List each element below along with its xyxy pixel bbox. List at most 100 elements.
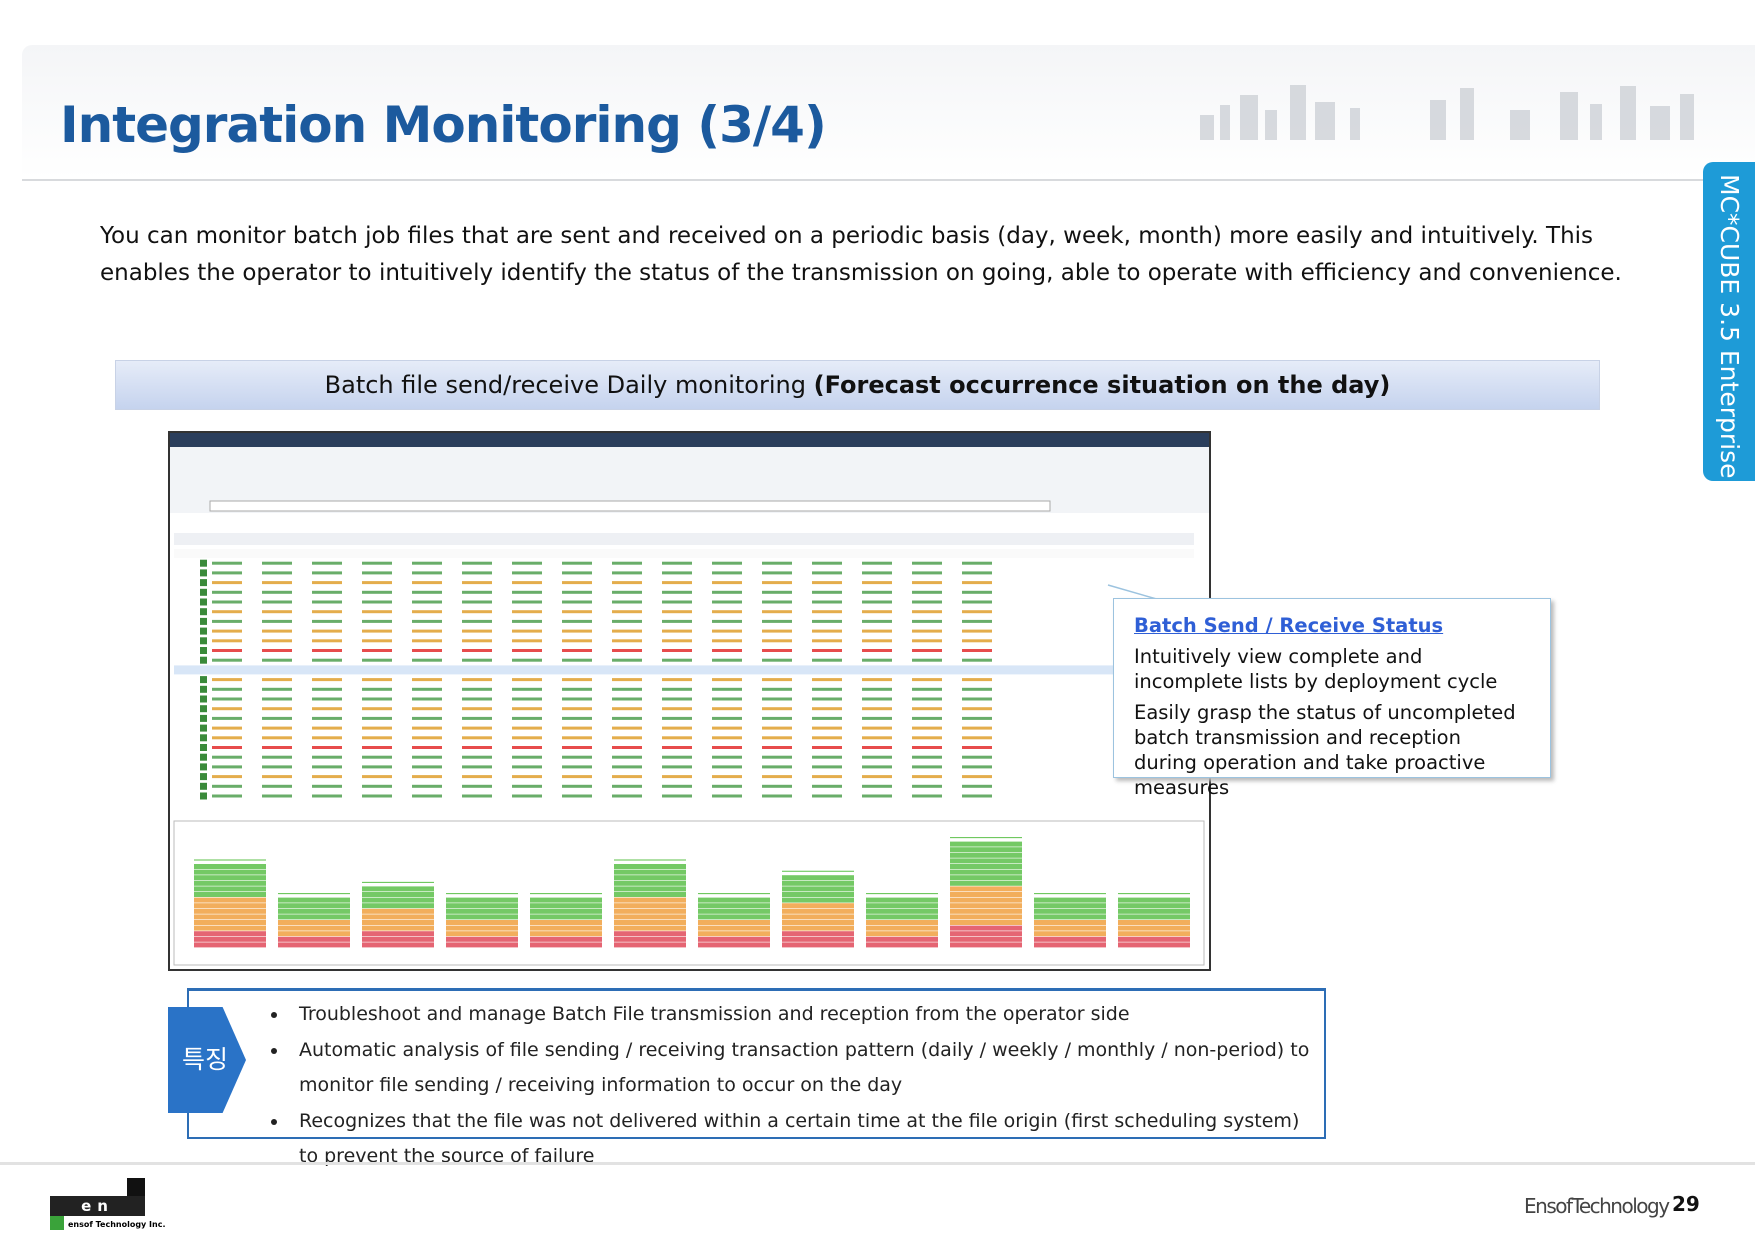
chart-band	[698, 914, 770, 920]
row-cell	[762, 736, 792, 740]
row-cell	[462, 619, 492, 623]
row-cell	[212, 571, 242, 575]
row-cell	[562, 600, 592, 604]
row-cell	[762, 571, 792, 575]
chart-band	[530, 908, 602, 914]
row-cell	[512, 649, 542, 652]
row-cell	[762, 716, 792, 720]
row-cell	[812, 561, 842, 565]
row-cell	[662, 755, 692, 759]
row-cell	[262, 736, 292, 740]
row-cell	[762, 561, 792, 565]
row-cell	[312, 775, 342, 779]
row-cell	[612, 629, 642, 633]
chart-band	[782, 880, 854, 886]
feature-item: Troubleshoot and manage Batch File trans…	[289, 997, 1324, 1033]
row-cell	[762, 581, 792, 585]
row-cell	[762, 658, 792, 662]
chart-band	[782, 886, 854, 892]
row-cell	[512, 784, 542, 788]
row-cell	[962, 639, 992, 643]
row-cell	[262, 784, 292, 788]
row-cell	[662, 629, 692, 633]
row-cell	[962, 649, 992, 652]
row-cell	[862, 649, 892, 652]
row-cell	[712, 678, 742, 682]
row-cell	[862, 716, 892, 720]
row-cell	[212, 600, 242, 604]
row-cell	[962, 590, 992, 594]
row-cell	[462, 590, 492, 594]
row-cell	[612, 765, 642, 769]
row-cell	[462, 746, 492, 749]
row-cell	[412, 571, 442, 575]
page-number: 29	[1672, 1192, 1700, 1216]
logo-square	[127, 1178, 145, 1196]
chart-band	[614, 875, 686, 881]
chart-band	[362, 931, 434, 937]
row-cell	[762, 784, 792, 788]
row-cell	[412, 765, 442, 769]
chart-band	[362, 925, 434, 931]
row-cell	[812, 590, 842, 594]
row-cell	[612, 658, 642, 662]
row-cell	[512, 561, 542, 565]
row-cell	[562, 658, 592, 662]
chart-band	[614, 886, 686, 892]
row-cell	[712, 755, 742, 759]
chart-band	[278, 931, 350, 937]
chart-band	[614, 880, 686, 886]
chart-band	[194, 892, 266, 897]
row-cell	[462, 794, 492, 798]
row-cell	[312, 755, 342, 759]
row-cell	[412, 736, 442, 740]
row-cell	[312, 639, 342, 643]
row-cell	[512, 765, 542, 769]
chart-band	[782, 875, 854, 881]
row-cell	[562, 590, 592, 594]
chart-band	[866, 936, 938, 942]
chart-band	[614, 925, 686, 931]
row-cell	[712, 619, 742, 623]
row-cell	[612, 746, 642, 749]
row-cell	[462, 678, 492, 682]
row-icon	[200, 695, 207, 703]
chart-band	[194, 869, 266, 875]
row-cell	[862, 746, 892, 749]
row-cell	[912, 619, 942, 623]
row-cell	[562, 746, 592, 749]
row-cell	[562, 716, 592, 720]
row-cell	[262, 561, 292, 565]
row-cell	[312, 581, 342, 585]
chart-band	[950, 942, 1022, 948]
row-cell	[412, 755, 442, 759]
chart-band	[194, 925, 266, 931]
row-cell	[262, 707, 292, 711]
row-cell	[962, 658, 992, 662]
row-cell	[612, 697, 642, 701]
row-icon	[200, 676, 207, 684]
row-cell	[212, 755, 242, 759]
row-cell	[812, 726, 842, 730]
row-cell	[262, 697, 292, 701]
chart-band	[278, 908, 350, 914]
row-icon	[200, 598, 207, 606]
row-cell	[662, 716, 692, 720]
row-cell	[362, 726, 392, 730]
group-row	[174, 549, 1194, 558]
row-cell	[812, 687, 842, 691]
row-cell	[962, 716, 992, 720]
row-cell	[412, 639, 442, 643]
row-cell	[762, 610, 792, 614]
row-cell	[312, 716, 342, 720]
row-cell	[262, 649, 292, 652]
row-cell	[312, 590, 342, 594]
features-list: Troubleshoot and manage Batch File trans…	[189, 991, 1324, 1175]
chart-band	[194, 920, 266, 925]
row-cell	[412, 619, 442, 623]
row-cell	[912, 610, 942, 614]
row-cell	[412, 658, 442, 662]
row-cell	[512, 658, 542, 662]
skyline	[1200, 85, 1694, 140]
row-cell	[962, 736, 992, 740]
